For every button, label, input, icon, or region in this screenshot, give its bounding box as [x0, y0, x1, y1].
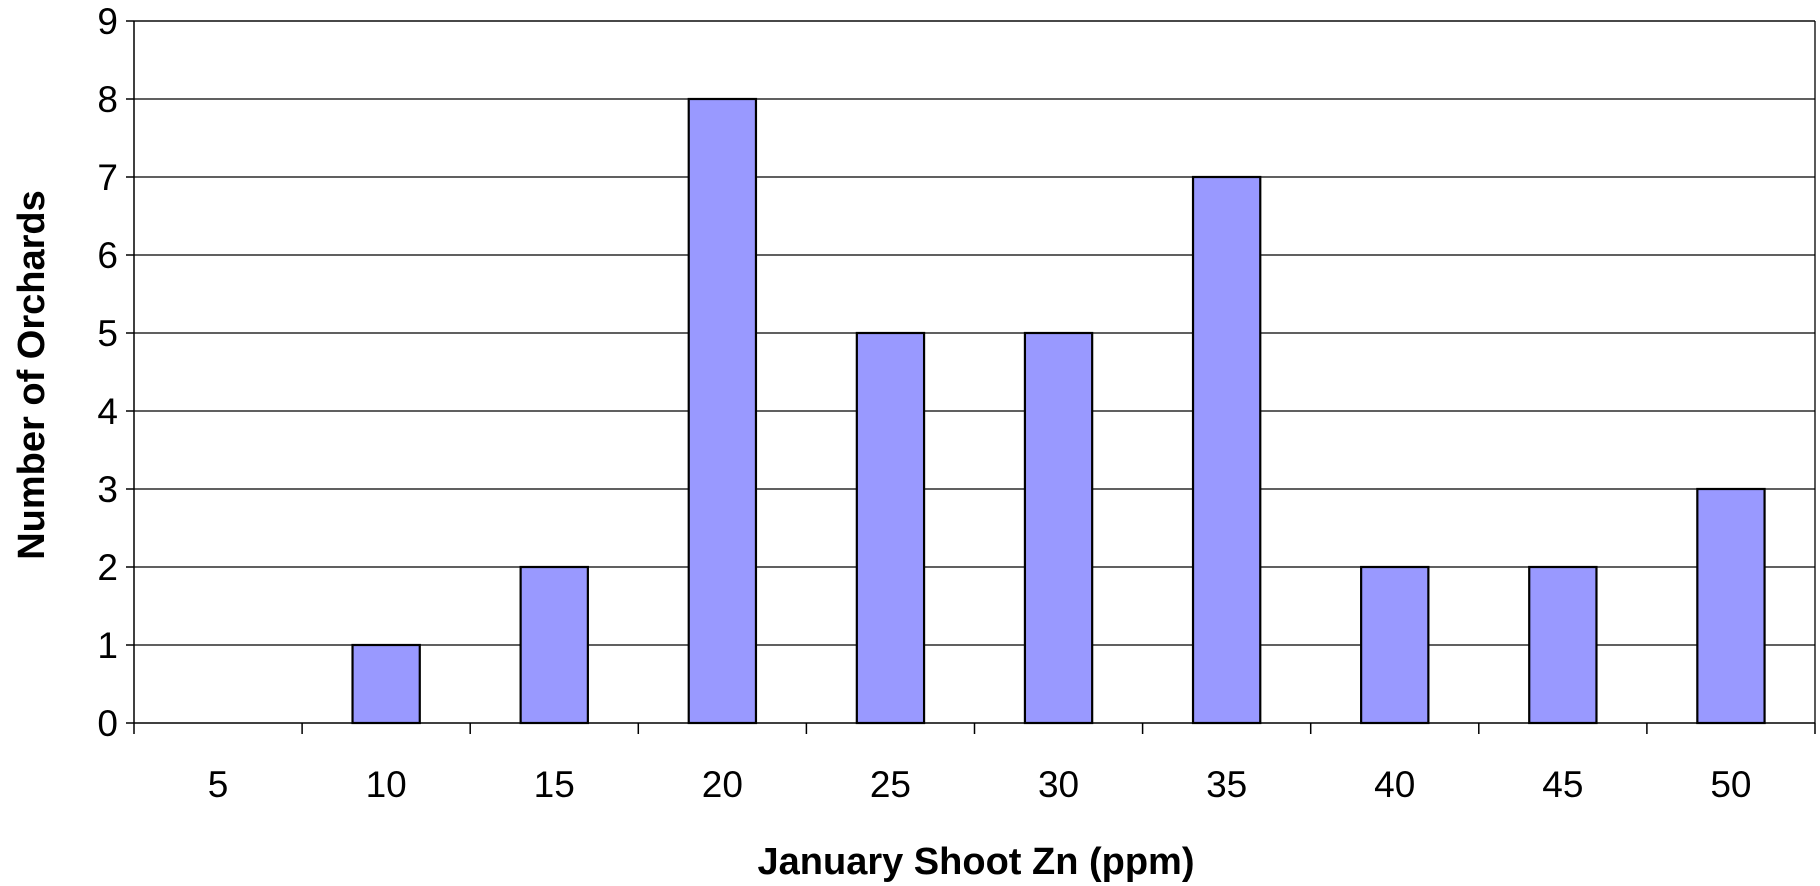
bar-50 [1696, 487, 1766, 725]
x-tick-label: 30 [1038, 764, 1079, 805]
y-tick-label: 9 [97, 1, 118, 42]
x-tick-label: 20 [702, 764, 743, 805]
y-tick-label: 5 [97, 313, 118, 354]
y-tick-labels: 0 1 2 3 4 5 6 7 8 9 [97, 1, 118, 744]
x-axis-title: January Shoot Zn (ppm) [758, 841, 1195, 883]
x-tick-label: 45 [1542, 764, 1583, 805]
bars [351, 97, 1766, 725]
y-tick-label: 6 [97, 235, 118, 276]
y-tick-label: 3 [97, 469, 118, 510]
x-tick-label: 25 [870, 764, 911, 805]
y-tick-label: 0 [97, 703, 118, 744]
y-tick-label: 4 [97, 391, 118, 432]
x-tick-label: 40 [1374, 764, 1415, 805]
x-tick-labels: 5 10 15 20 25 30 35 40 45 50 [208, 764, 1752, 805]
x-tick-label: 10 [366, 764, 407, 805]
x-tick-label: 50 [1710, 764, 1751, 805]
y-tick-label: 8 [97, 79, 118, 120]
x-tick-label: 35 [1206, 764, 1247, 805]
bar-40 [1360, 565, 1430, 725]
x-tick-label: 15 [534, 764, 575, 805]
y-axis-title: Number of Orchards [11, 190, 53, 560]
bar-10 [351, 643, 421, 725]
gridlines [134, 20, 1815, 646]
y-tick-label: 7 [97, 157, 118, 198]
bar-15 [519, 565, 589, 725]
bar-25 [855, 331, 926, 725]
bar-35 [1191, 175, 1262, 725]
y-tick-label: 1 [97, 625, 118, 666]
y-tick-label: 2 [97, 547, 118, 588]
x-tick-label: 5 [208, 764, 229, 805]
bar-30 [1023, 331, 1094, 725]
bar-20 [687, 97, 758, 725]
bar-45 [1528, 565, 1598, 725]
axes [126, 20, 1816, 734]
